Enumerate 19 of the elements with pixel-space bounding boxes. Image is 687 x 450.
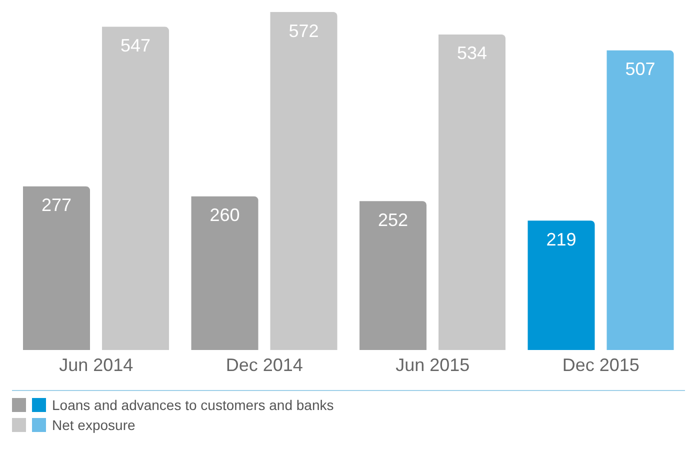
bar xyxy=(528,220,595,350)
bar xyxy=(270,12,338,350)
bar xyxy=(438,34,506,350)
x-tick-label: Jun 2014 xyxy=(59,354,134,375)
bar xyxy=(191,196,258,350)
bar xyxy=(102,26,169,350)
x-tick-label: Dec 2014 xyxy=(226,354,303,375)
data-label: 260 xyxy=(210,205,240,226)
bar xyxy=(23,186,90,350)
data-label: 252 xyxy=(378,210,408,230)
x-tick-label: Jun 2015 xyxy=(396,354,470,375)
bar xyxy=(606,50,674,350)
data-label: 507 xyxy=(625,59,656,80)
legend-label: Loans and advances to customers and banks xyxy=(52,397,334,413)
x-tick-label: Dec 2015 xyxy=(562,354,640,375)
legend-label: Net exposure xyxy=(52,417,136,433)
data-label: 277 xyxy=(41,195,72,216)
data-label: 219 xyxy=(546,229,576,250)
bar xyxy=(360,201,426,350)
